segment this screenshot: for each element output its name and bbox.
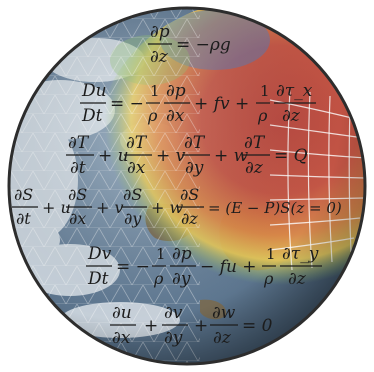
eq5-rho: ρ [153,269,164,288]
eq2-dp: ∂p [166,81,186,101]
eq6-plus1: + [144,316,158,336]
eq3-dt: ∂t [70,158,86,178]
eq3-plus-w: + w [214,146,249,166]
eq3-plus-u: + u [98,146,129,166]
equation-momentum-u: Du Dt = − 1 ρ ∂p ∂x + fv + 1 ρ ∂τ_x ∂z [80,81,316,126]
eq4-dS4: ∂S [180,185,199,204]
equation-continuity: ∂u ∂x + ∂v ∂y + ∂w ∂z = 0 [110,303,273,348]
equation-momentum-v: Dv Dt = − 1 ρ ∂p ∂y − fu + 1 ρ ∂τ_y ∂z [86,244,322,289]
eq3-dx: ∂x [127,158,146,178]
eq3-dz: ∂z [245,158,264,178]
eq4-dy: ∂y [124,209,142,228]
eq2-lhs-den: Dt [81,106,103,126]
eq4-plus-v: + v [96,198,124,217]
eq1-rhs: = −ρg [176,35,231,55]
eq5-rho2: ρ [263,269,274,288]
globe-rim [7,6,367,366]
eq5-eq-minus: = − [116,257,150,277]
eq6-dx: ∂x [112,328,131,348]
eq4-rhs: = (E − P)S(z = 0) [208,199,342,217]
eq5-dy: ∂y [172,269,191,289]
eq4-dt: ∂t [16,209,31,228]
eq4-dS2: ∂S [68,185,87,204]
eq4-dx: ∂x [69,209,86,228]
eq4-dS: ∂S [14,185,33,204]
eq2-dz: ∂z [282,106,301,126]
eq6-rhs: = 0 [242,316,273,336]
eq4-dS3: ∂S [123,185,142,204]
eq6-dz: ∂z [213,328,232,348]
eq5-lhs-num: Dv [87,244,112,264]
eq2-dtau: ∂τ_x [276,81,313,101]
eq5-dz: ∂z [288,269,307,289]
eq3-dy: ∂y [185,158,204,178]
eq2-one: 1 [150,82,160,100]
eq5-dp: ∂p [172,244,192,264]
eq3-rhs: = Q [274,146,308,166]
eq2-lhs-num: Du [81,81,107,101]
eq2-one2: 1 [260,82,270,100]
eq5-dtau: ∂τ_y [282,244,319,264]
eq2-rho: ρ [147,106,158,125]
eq6-dy: ∂y [164,328,183,348]
eq3-dT3: ∂T [184,133,206,153]
equation-salinity: ∂S ∂t + u ∂S ∂x + v ∂S ∂y + w ∂S ∂z = (E… [12,185,342,228]
eq2-eq-minus: = − [110,94,144,114]
eq5-one: 1 [156,245,166,263]
eq6-du: ∂u [112,303,132,323]
eq5-one2: 1 [266,245,276,263]
eq1-den: ∂z [150,47,169,67]
eq4-plus-w: + w [151,198,183,217]
eq3-dT2: ∂T [126,133,148,153]
eq4-dz: ∂z [181,209,198,228]
equation-temperature: ∂T ∂t + u ∂T ∂x + v ∂T ∂y + w ∂T ∂z = Q [66,133,308,178]
eq3-dT: ∂T [68,133,90,153]
eq2-dx: ∂x [166,106,185,126]
eq6-dv: ∂v [164,303,183,323]
eq1-num: ∂p [150,22,170,42]
eq3-plus-v: + v [156,146,186,166]
eq4-plus-u: + u [42,198,71,217]
eq5-lhs-den: Dt [87,269,109,289]
eq2-plus-fv: + fv + [194,94,249,114]
eq6-dw: ∂w [212,303,236,323]
eq3-dT4: ∂T [244,133,266,153]
eq6-plus2: + [194,316,208,336]
eq5-minus-fu: − fu + [200,257,257,277]
equation-hydrostatic: ∂p ∂z = −ρg [148,22,231,67]
eq2-rho2: ρ [257,106,268,125]
